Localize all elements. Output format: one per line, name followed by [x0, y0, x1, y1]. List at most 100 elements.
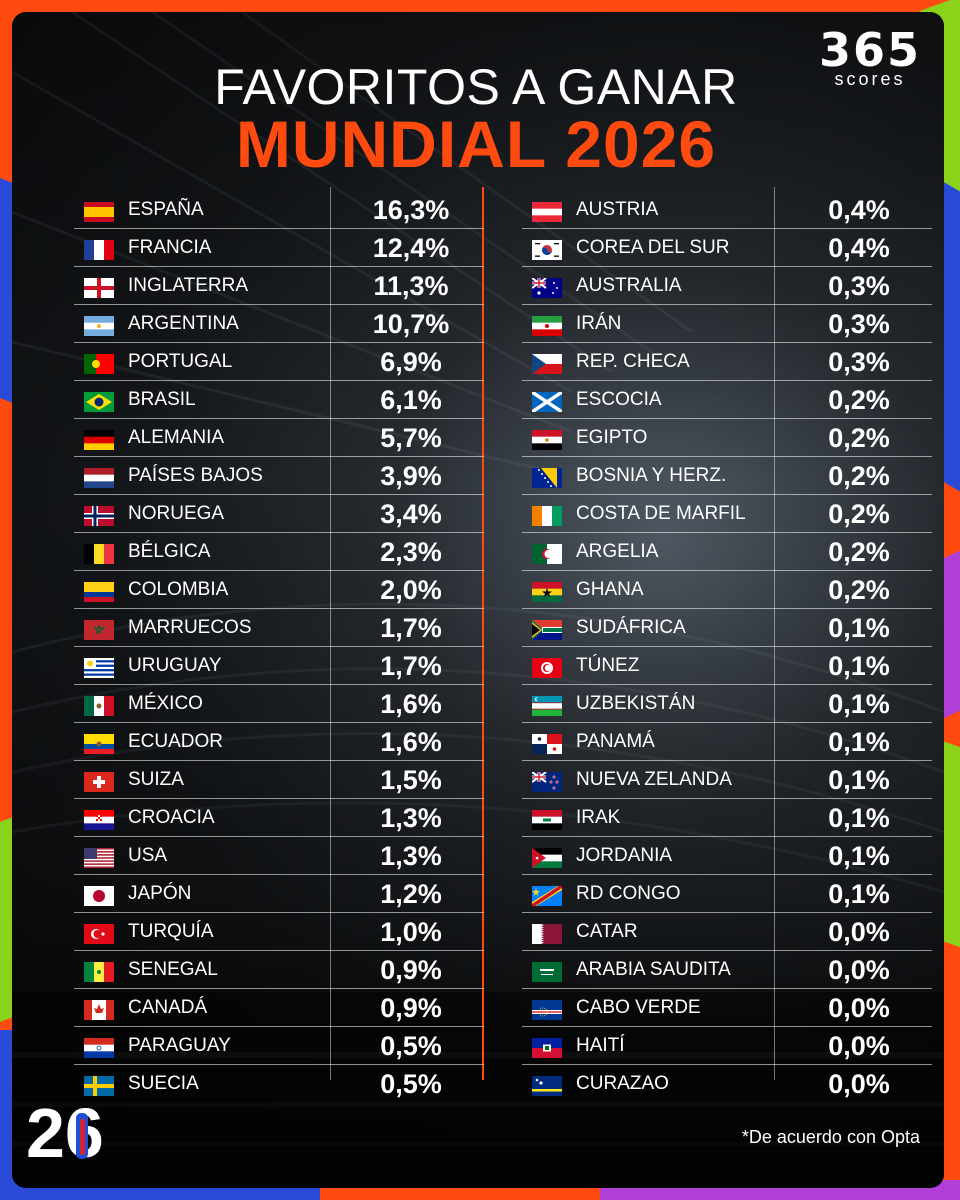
win-probability: 5,7%	[380, 423, 442, 453]
brazil-flag-icon	[84, 392, 114, 412]
country-name: TÚNEZ	[576, 655, 640, 676]
win-probability: 0,2%	[828, 537, 890, 567]
table-row: CATAR 0,0%	[522, 913, 932, 951]
table-row: MÉXICO 1,6%	[74, 685, 484, 723]
turkey-flag-icon	[84, 924, 114, 944]
win-probability: 0,3%	[828, 347, 890, 377]
table-row: ARABIA SAUDITA 0,0%	[522, 951, 932, 989]
win-probability: 1,5%	[380, 765, 442, 795]
table-row: FRANCIA 12,4%	[74, 229, 484, 267]
table-row: BRASIL 6,1%	[74, 381, 484, 419]
dr-congo-flag-icon	[532, 886, 562, 906]
ivory-coast-flag-icon	[532, 506, 562, 526]
table-row: ALEMANIA 5,7%	[74, 419, 484, 457]
country-name: AUSTRALIA	[576, 275, 682, 296]
country-name: SUIZA	[128, 769, 184, 790]
country-name: NUEVA ZELANDA	[576, 769, 732, 790]
win-probability: 0,1%	[828, 613, 890, 643]
win-probability: 0,0%	[828, 1069, 890, 1099]
country-name: BÉLGICA	[128, 541, 211, 562]
germany-flag-icon	[84, 430, 114, 450]
country-name: INGLATERRA	[128, 275, 249, 296]
table-row: AUSTRIA 0,4%	[522, 191, 932, 229]
win-probability: 1,3%	[380, 841, 442, 871]
country-name: ALEMANIA	[128, 427, 225, 448]
brand-logo: 365 scores	[810, 27, 930, 88]
table-row: GHANA 0,2%	[522, 571, 932, 609]
table-row: CABO VERDE 0,0%	[522, 989, 932, 1027]
win-probability: 1,6%	[380, 689, 442, 719]
ghana-flag-icon	[532, 582, 562, 602]
win-probability: 3,4%	[380, 499, 442, 529]
table-row: TURQUÍA 1,0%	[74, 913, 484, 951]
win-probability: 0,5%	[380, 1069, 442, 1099]
win-probability: 0,2%	[828, 385, 890, 415]
win-probability: 16,3%	[372, 195, 450, 225]
country-name: ECUADOR	[128, 731, 224, 752]
column-divider	[330, 187, 331, 1080]
netherlands-flag-icon	[84, 468, 114, 488]
uzbekistan-flag-icon	[532, 696, 562, 716]
table-row: SUDÁFRICA 0,1%	[522, 609, 932, 647]
table-row: JAPÓN 1,2%	[74, 875, 484, 913]
country-name: REP. CHECA	[576, 351, 690, 372]
country-name: COLOMBIA	[128, 579, 229, 600]
table-row: PANAMÁ 0,1%	[522, 723, 932, 761]
page-subtitle: MUNDIAL 2026	[235, 107, 717, 181]
panama-flag-icon	[532, 734, 562, 754]
france-flag-icon	[84, 240, 114, 260]
country-name: BRASIL	[128, 389, 196, 410]
wc-logo-text: 26	[26, 1095, 104, 1165]
country-name: ARABIA SAUDITA	[576, 959, 731, 980]
canada-flag-icon	[84, 1000, 114, 1020]
table-row: CROACIA 1,3%	[74, 799, 484, 837]
page-title: FAVORITOS A GANAR	[214, 59, 738, 115]
win-probability: 0,1%	[828, 765, 890, 795]
table-row: SUIZA 1,5%	[74, 761, 484, 799]
country-name: HAITÍ	[576, 1035, 625, 1056]
right-ranking-list: AUSTRIA 0,4% COREA DEL SUR 0,4% AUSTRALIA 0,3…	[522, 191, 932, 1102]
win-probability: 0,0%	[828, 1031, 890, 1061]
country-name: FRANCIA	[128, 237, 212, 258]
table-row: EGIPTO 0,2%	[522, 419, 932, 457]
table-row: BOSNIA Y HERZ. 0,2%	[522, 457, 932, 495]
country-name: EGIPTO	[576, 427, 648, 448]
czech-flag-icon	[532, 354, 562, 374]
table-row: NUEVA ZELANDA 0,1%	[522, 761, 932, 799]
country-name: USA	[128, 845, 168, 866]
win-probability: 1,7%	[380, 651, 442, 681]
win-probability: 10,7%	[372, 309, 450, 339]
australia-flag-icon	[532, 278, 562, 298]
table-row: CANADÁ 0,9%	[74, 989, 484, 1027]
qatar-flag-icon	[532, 924, 562, 944]
country-name: UZBEKISTÁN	[576, 693, 696, 714]
country-name: BOSNIA Y HERZ.	[576, 465, 727, 486]
win-probability: 1,6%	[380, 727, 442, 757]
table-row: PORTUGAL 6,9%	[74, 343, 484, 381]
win-probability: 6,1%	[380, 385, 442, 415]
center-divider	[482, 187, 484, 1080]
win-probability: 3,9%	[380, 461, 442, 491]
country-name: URUGUAY	[128, 655, 222, 676]
table-row: RD CONGO 0,1%	[522, 875, 932, 913]
country-name: IRAK	[576, 807, 621, 828]
win-probability: 0,2%	[828, 461, 890, 491]
win-probability: 0,1%	[828, 727, 890, 757]
argentina-flag-icon	[84, 316, 114, 336]
win-probability: 0,2%	[828, 575, 890, 605]
country-name: CABO VERDE	[576, 997, 701, 1018]
country-name: COREA DEL SUR	[576, 237, 730, 258]
table-row: COLOMBIA 2,0%	[74, 571, 484, 609]
iraq-flag-icon	[532, 810, 562, 830]
win-probability: 0,5%	[380, 1031, 442, 1061]
country-name: PORTUGAL	[128, 351, 233, 372]
win-probability: 1,2%	[380, 879, 442, 909]
table-row: IRAK 0,1%	[522, 799, 932, 837]
new-zealand-flag-icon	[532, 772, 562, 792]
source-note: *De acuerdo con Opta	[741, 1127, 920, 1147]
senegal-flag-icon	[84, 962, 114, 982]
table-row: IRÁN 0,3%	[522, 305, 932, 343]
country-name: MARRUECOS	[128, 617, 252, 638]
country-name: CURAZAO	[576, 1073, 669, 1094]
win-probability: 0,1%	[828, 803, 890, 833]
